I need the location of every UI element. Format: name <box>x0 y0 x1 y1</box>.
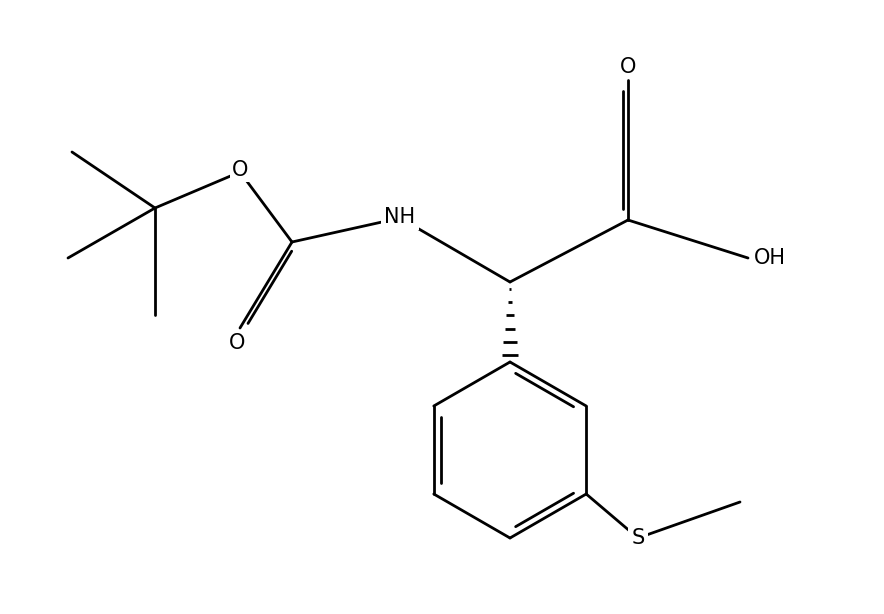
Text: O: O <box>232 160 248 180</box>
Text: O: O <box>620 57 636 77</box>
Text: S: S <box>631 528 644 548</box>
Text: NH: NH <box>385 207 415 227</box>
Text: O: O <box>229 333 245 353</box>
Text: OH: OH <box>754 248 786 268</box>
